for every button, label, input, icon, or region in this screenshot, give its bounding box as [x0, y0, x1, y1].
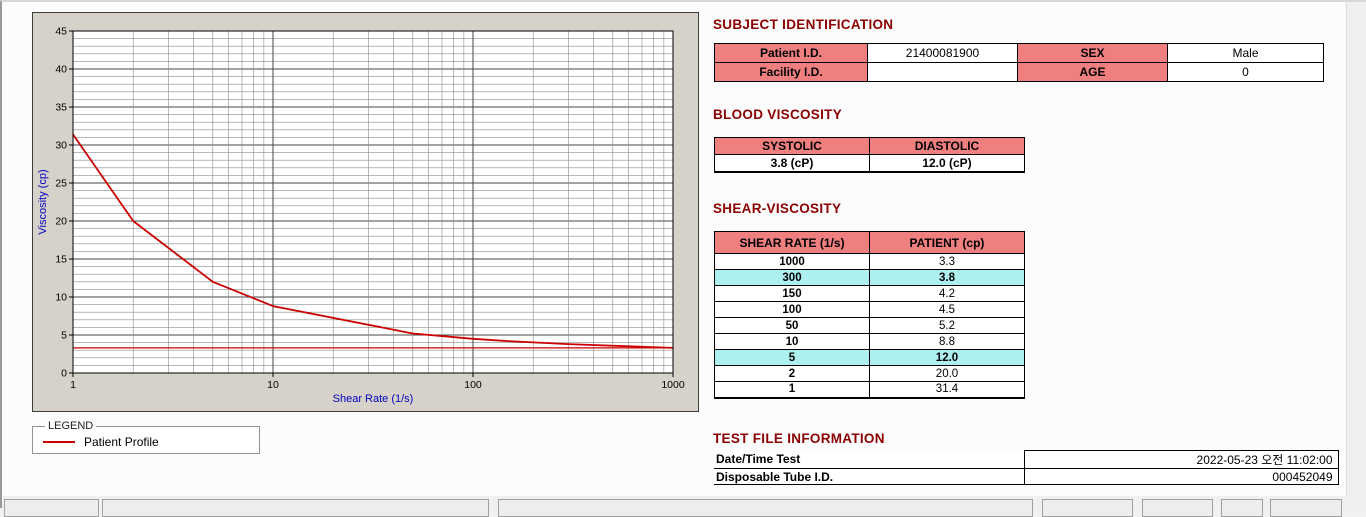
svg-text:Shear Rate (1/s): Shear Rate (1/s) — [333, 393, 414, 405]
svg-text:20: 20 — [55, 216, 67, 228]
svg-text:25: 25 — [55, 178, 67, 190]
date-time-test-value: 2022-05-23 오전 11:02:00 — [1023, 450, 1339, 469]
shear-rate-cell: 150 — [714, 285, 870, 302]
bottom-panel[interactable] — [4, 499, 99, 517]
bottom-panel[interactable] — [1042, 499, 1133, 517]
svg-text:40: 40 — [55, 64, 67, 76]
patient-cp-cell: 4.5 — [869, 301, 1025, 318]
systolic-header: SYSTOLIC — [714, 137, 870, 155]
sex-label: SEX — [1017, 43, 1168, 63]
shear-rate-cell: 2 — [714, 365, 870, 382]
viscosity-chart: 0 5 10 15 20 25 30 35 40 45 1 10 100 1000 Shear Rate (… — [37, 26, 685, 406]
bottom-panel[interactable] — [1142, 499, 1213, 517]
table-row: SYSTOLIC DIASTOLIC — [714, 137, 1025, 155]
table-header-row: SHEAR RATE (1/s) PATIENT (cp) — [714, 231, 1025, 254]
table-row: Disposable Tube I.D. 000452049 — [714, 468, 1339, 485]
legend-series-label: Patient Profile — [84, 435, 159, 449]
shear-rate-cell: 300 — [714, 269, 870, 286]
diastolic-header: DIASTOLIC — [869, 137, 1025, 155]
test-file-information-heading: TEST FILE INFORMATION — [713, 431, 885, 446]
patient-id-value: 21400081900 — [867, 43, 1018, 63]
test-file-information-table: Date/Time Test 2022-05-23 오전 11:02:00 Di… — [714, 450, 1339, 485]
bottom-panel[interactable] — [498, 499, 1033, 517]
patient-cp-cell: 5.2 — [869, 317, 1025, 334]
patient-cp-cell: 12.0 — [869, 349, 1025, 366]
table-row: 150 4.2 — [714, 285, 1025, 302]
chart-panel: 0 5 10 15 20 25 30 35 40 45 1 10 100 1000 Shear Rate (… — [32, 12, 699, 412]
table-row: Date/Time Test 2022-05-23 오전 11:02:00 — [714, 450, 1339, 469]
patient-cp-cell: 31.4 — [869, 381, 1025, 398]
patient-cp-cell: 8.8 — [869, 333, 1025, 350]
svg-text:10: 10 — [55, 292, 67, 304]
legend-line-swatch — [43, 441, 75, 443]
bottom-panel[interactable] — [1221, 499, 1263, 517]
disposable-tube-id-label: Disposable Tube I.D. — [714, 468, 1024, 485]
svg-text:Viscosity (cp): Viscosity (cp) — [37, 169, 49, 234]
shear-rate-column-header: SHEAR RATE (1/s) — [714, 231, 870, 254]
table-row: Patient I.D. 21400081900 SEX Male — [714, 43, 1324, 63]
shear-rate-cell: 1 — [714, 381, 870, 398]
table-row: 3.8 (cP) 12.0 (cP) — [714, 154, 1025, 172]
svg-text:35: 35 — [55, 102, 67, 114]
table-row-highlighted: 300 3.8 — [714, 269, 1025, 286]
shear-rate-cell: 1000 — [714, 253, 870, 270]
patient-cp-cell: 20.0 — [869, 365, 1025, 382]
patient-cp-cell: 3.3 — [869, 253, 1025, 270]
table-row-highlighted: 5 12.0 — [714, 349, 1025, 366]
age-label: AGE — [1017, 62, 1168, 82]
shear-rate-cell: 100 — [714, 301, 870, 318]
shear-viscosity-heading: SHEAR-VISCOSITY — [713, 201, 842, 216]
subject-identification-table: Patient I.D. 21400081900 SEX Male Facili… — [714, 43, 1324, 82]
svg-text:5: 5 — [61, 330, 67, 342]
patient-cp-cell: 3.8 — [869, 269, 1025, 286]
svg-text:100: 100 — [464, 379, 482, 391]
legend-title: LEGEND — [48, 420, 94, 432]
table-row: 1 31.4 — [714, 381, 1025, 398]
bottom-panel[interactable] — [102, 499, 489, 517]
blood-viscosity-table: SYSTOLIC DIASTOLIC 3.8 (cP) 12.0 (cP) — [714, 137, 1025, 173]
sex-value: Male — [1167, 43, 1324, 63]
table-row: Facility I.D. AGE 0 — [714, 62, 1324, 82]
subject-identification-heading: SUBJECT IDENTIFICATION — [713, 17, 894, 32]
table-row: 50 5.2 — [714, 317, 1025, 334]
bottom-panel[interactable] — [1270, 499, 1342, 517]
legend-entry: Patient Profile — [43, 432, 249, 452]
shear-viscosity-table: SHEAR RATE (1/s) PATIENT (cp) 1000 3.3 3… — [714, 231, 1025, 399]
systolic-value: 3.8 (cP) — [714, 154, 870, 172]
facility-id-value — [867, 62, 1018, 82]
svg-text:45: 45 — [55, 26, 67, 38]
svg-text:1: 1 — [70, 379, 76, 391]
blood-viscosity-heading: BLOOD VISCOSITY — [713, 107, 843, 122]
patient-column-header: PATIENT (cp) — [869, 231, 1025, 254]
svg-text:10: 10 — [267, 379, 279, 391]
svg-text:30: 30 — [55, 140, 67, 152]
right-edge-strip — [1346, 2, 1366, 496]
disposable-tube-id-value: 000452049 — [1023, 468, 1339, 485]
legend-box: LEGEND Patient Profile — [32, 420, 260, 454]
table-row: 2 20.0 — [714, 365, 1025, 382]
shear-rate-cell: 50 — [714, 317, 870, 334]
svg-text:1000: 1000 — [661, 379, 685, 391]
svg-text:0: 0 — [61, 368, 67, 380]
svg-text:15: 15 — [55, 254, 67, 266]
patient-id-label: Patient I.D. — [714, 43, 868, 63]
shear-rate-cell: 10 — [714, 333, 870, 350]
table-row: 100 4.5 — [714, 301, 1025, 318]
date-time-test-label: Date/Time Test — [714, 450, 1024, 469]
table-row: 1000 3.3 — [714, 253, 1025, 270]
patient-cp-cell: 4.2 — [869, 285, 1025, 302]
shear-rate-cell: 5 — [714, 349, 870, 366]
facility-id-label: Facility I.D. — [714, 62, 868, 82]
table-row: 10 8.8 — [714, 333, 1025, 350]
diastolic-value: 12.0 (cP) — [869, 154, 1025, 172]
age-value: 0 — [1167, 62, 1324, 82]
